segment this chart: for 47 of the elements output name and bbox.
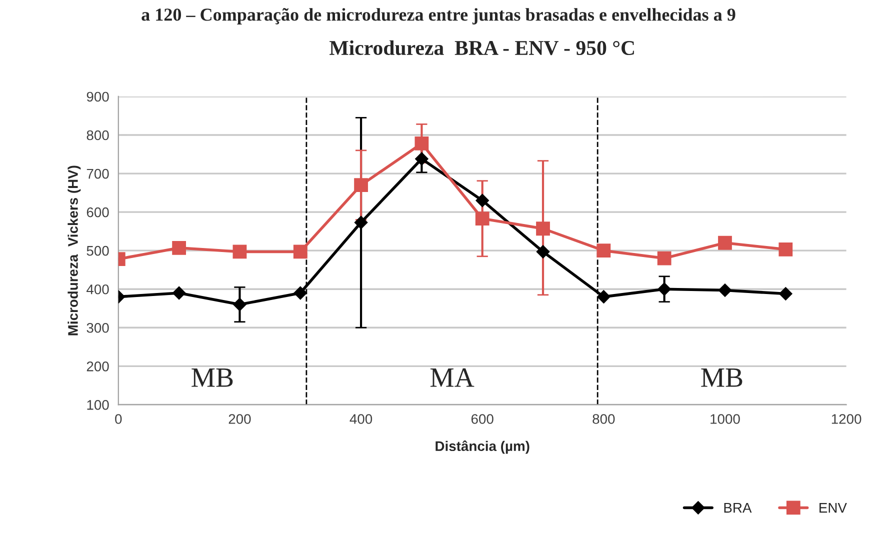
legend-label: ENV bbox=[820, 503, 847, 513]
point bbox=[597, 290, 610, 304]
point bbox=[718, 284, 732, 297]
point bbox=[414, 136, 429, 150]
point bbox=[475, 212, 490, 226]
point bbox=[536, 245, 550, 258]
point bbox=[476, 194, 489, 208]
point bbox=[294, 286, 307, 300]
y-tick-label: 800 bbox=[86, 130, 109, 140]
y-tick-label: 400 bbox=[86, 284, 109, 294]
point bbox=[658, 282, 671, 296]
point bbox=[778, 242, 793, 256]
point bbox=[172, 240, 186, 255]
text: a 120 – Comparação de microdureza entre juntas brasadas e envelhecidas a 9 bbox=[142, 8, 736, 24]
point bbox=[232, 244, 247, 259]
x-axis-title: Distância (µm) bbox=[436, 440, 530, 454]
x-tick-label: 800 bbox=[592, 414, 615, 424]
legend-label: BRA bbox=[724, 503, 752, 513]
x-tick-label: 600 bbox=[471, 414, 494, 424]
annotation: MB bbox=[701, 368, 742, 387]
chart-title: Microdureza BRA - ENV - 950 °C bbox=[330, 40, 634, 56]
point bbox=[657, 251, 672, 266]
y-tick-label: 500 bbox=[86, 246, 109, 256]
point bbox=[172, 286, 186, 300]
y-tick-label: 600 bbox=[86, 207, 109, 218]
point bbox=[354, 216, 368, 230]
point bbox=[718, 236, 732, 250]
point bbox=[596, 244, 611, 258]
annotation: MB bbox=[192, 368, 233, 387]
point bbox=[779, 287, 792, 300]
x-tick-label: 200 bbox=[228, 414, 251, 424]
x-tick-label: 0 bbox=[115, 414, 122, 424]
y-axis-title: Microdureza Vickers (HV) bbox=[68, 166, 81, 336]
y-tick-label: 900 bbox=[86, 92, 109, 102]
annotation: MA bbox=[430, 368, 474, 387]
y-tick-label: 200 bbox=[86, 361, 109, 372]
x-tick-label: 1000 bbox=[710, 414, 740, 424]
point bbox=[293, 244, 308, 259]
x-tick-label: 400 bbox=[350, 414, 372, 424]
y-tick-label: 300 bbox=[86, 322, 109, 333]
y-tick-label: 100 bbox=[87, 400, 109, 410]
x-tick-label: 1200 bbox=[832, 414, 862, 424]
point bbox=[233, 298, 246, 312]
point bbox=[354, 178, 368, 192]
y-tick-label: 700 bbox=[86, 168, 109, 179]
point bbox=[536, 222, 550, 236]
point bbox=[415, 152, 428, 166]
